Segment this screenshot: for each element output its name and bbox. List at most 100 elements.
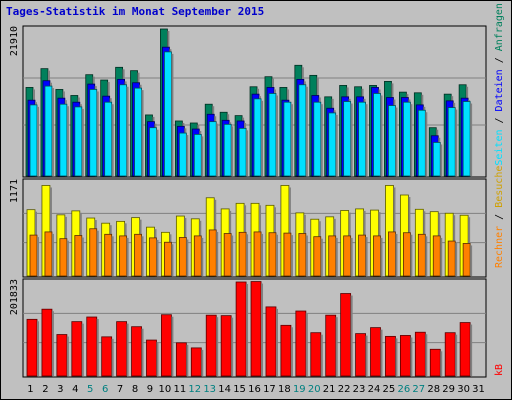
visits-bar-rechner [104,233,113,277]
visits-bar-rechner-shadow [395,233,398,276]
visits-y-tick-label: 1171 [9,179,20,203]
kb-bar-shadow [395,338,398,376]
chart-title: Tages-Statistik im Monat September 2015 [6,5,265,18]
kb-bar-shadow [141,328,144,376]
kb-bar [131,326,142,377]
x-tick-label: 15 [233,384,246,395]
visits-bar-rechner [119,235,128,277]
x-tick-label: 18 [278,384,291,395]
hits-bar-seiten-shadow [171,53,174,176]
kb-bar [146,339,157,377]
x-tick-label: 13 [203,384,216,395]
hits-bar-seiten [29,104,38,177]
hits-bar-seiten [268,93,277,177]
visits-bar-rechner-shadow [261,233,264,276]
kb-bar [385,335,396,377]
hits-bar-seiten-shadow [305,86,308,176]
visits-bar-rechner [373,235,381,277]
visits-bar-rechner [388,231,396,277]
kb-bar-shadow [335,317,338,376]
visits-bar-rechner-shadow [440,237,443,276]
visits-bar-rechner-shadow [186,239,189,276]
visits-bar-rechner-shadow [290,235,293,276]
hits-bar-seiten [238,127,247,177]
legend-besuche: Besuche [494,166,505,208]
kb-bar-shadow [231,317,234,376]
visits-bar-rechner [193,235,202,277]
visits-bar-rechner-shadow [350,237,353,276]
hits-bar-seiten [373,93,381,177]
x-tick-label: 30 [457,384,470,395]
visits-bar-rechner-shadow [335,237,338,276]
visits-bar-rechner-shadow [111,236,114,276]
legend-separator: / [494,208,505,226]
hits-bar-seiten-shadow [231,126,234,176]
x-tick-label: 27 [412,384,425,395]
kb-bar [429,348,441,377]
visits-bar-rechner-shadow [216,231,219,276]
visits-bar-rechner-shadow [380,237,383,276]
hits-bar-seiten [432,142,441,177]
visits-bar-rechner-shadow [365,237,368,276]
hits-bar-seiten-shadow [66,106,69,176]
visits-bar-rechner [283,232,292,277]
x-tick-label: 21 [323,384,336,395]
visits-bar-rechner-shadow [66,240,69,276]
hits-bar-seiten-shadow [425,112,428,176]
hits-bar-seiten-shadow [410,104,413,176]
visits-bar-rechner [417,233,426,277]
visits-bar-rechner-shadow [37,237,39,276]
x-tick-label: 12 [188,384,201,395]
visits-bar-rechner [432,235,441,277]
legend-rechner: Rechner [494,226,505,268]
kb-bar-shadow [290,327,293,376]
hits-bar-seiten [223,123,232,177]
kb-bar [116,321,128,377]
kb-bar-shadow [201,349,204,376]
kb-bar-shadow [186,344,189,376]
kb-bar-shadow [380,329,383,376]
hits-bar-seiten [343,101,352,177]
hits-bar-seiten [74,106,83,177]
visits-bar-rechner [89,228,98,277]
visits-bar-rechner [178,237,187,277]
hits-bar-seiten [104,101,113,177]
kb-bar-shadow [320,334,323,376]
visits-bar-rechner-shadow [201,237,204,276]
legend-dateien: Dateien [494,69,505,111]
hits-bar-seiten [417,109,426,177]
kb-bar-shadow [51,311,54,376]
kb-bar [370,327,381,377]
hits-bar-seiten [253,98,262,177]
hits-bar-seiten [119,84,128,177]
kb-bar-shadow [81,323,84,376]
kb-bar [190,347,202,377]
kb-bar [355,333,366,377]
x-tick-label: 29 [442,384,455,395]
x-tick-label: 17 [263,384,276,395]
visits-bar-rechner-shadow [141,236,144,276]
kb-bar-shadow [216,317,219,376]
visits-bar-rechner-shadow [455,243,458,276]
x-tick-label: 3 [57,384,63,395]
hits-bar-seiten-shadow [335,114,338,176]
x-tick-label: 20 [308,384,321,395]
kb-bar-shadow [275,308,278,376]
visits-bar-rechner [253,231,262,277]
visits-bar-besuche-shadow [288,187,291,276]
visits-bar-rechner-shadow [470,245,473,276]
hits-bar-seiten-shadow [246,130,249,176]
hits-bar-seiten-shadow [395,107,398,176]
hits-bar-seiten [328,112,337,177]
hits-bar-seiten-shadow [126,86,129,176]
hits-bar-seiten-shadow [290,104,293,176]
visits-bar-rechner-shadow [156,239,159,276]
visits-bar-rechner [462,243,471,277]
x-tick-label: 2 [42,384,48,395]
hits-bar-seiten-shadow [201,136,204,176]
kb-bar [280,324,292,377]
legend-kb: kB [494,364,505,376]
visits-bar-rechner-shadow [320,238,323,276]
visits-bar-rechner [402,232,411,277]
visits-bar-rechner [134,233,142,277]
